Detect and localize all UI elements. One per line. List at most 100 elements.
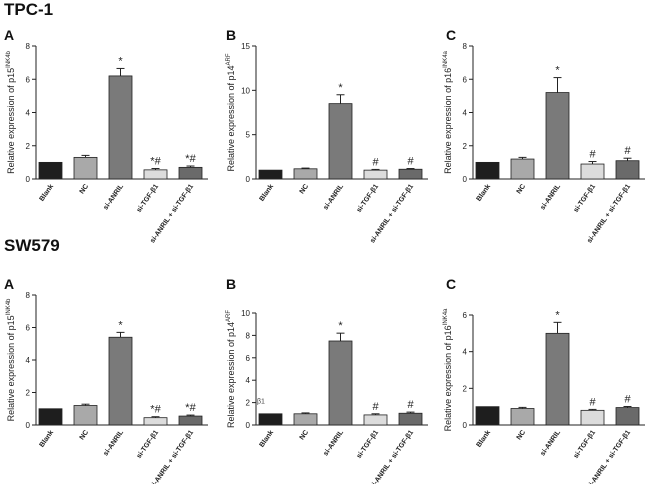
bar bbox=[475, 406, 500, 426]
category-label: Blank bbox=[38, 183, 55, 203]
y-tick-label: 6 bbox=[26, 75, 31, 84]
bar bbox=[258, 413, 283, 426]
category-label: Blank bbox=[258, 183, 275, 203]
y-tick-label: 2 bbox=[463, 384, 468, 393]
category-label: NC bbox=[516, 183, 528, 195]
bar bbox=[398, 412, 423, 426]
y-tick-label: 0 bbox=[26, 421, 31, 430]
y-tick-label: 8 bbox=[463, 42, 468, 51]
significance-label: # bbox=[407, 399, 414, 411]
panel-label: C bbox=[446, 27, 456, 43]
y-axis-label: Relative expression of p16INK4a bbox=[443, 308, 453, 431]
bar bbox=[580, 409, 605, 426]
chart-panel-0: A 0 2 4 6 8 Relative expression of p15INK4b Bla… bbox=[4, 27, 208, 245]
section-title-tpc1: TPC-1 bbox=[4, 0, 54, 19]
chart-panel-2: C 0 2 4 6 8 Relative expression of p16INK4a Bla… bbox=[443, 27, 645, 245]
bar bbox=[363, 169, 388, 180]
y-tick-label: 6 bbox=[463, 311, 468, 320]
panel-label: A bbox=[4, 27, 14, 43]
bar bbox=[615, 160, 640, 180]
category-label: si-TGF-β1 bbox=[136, 183, 161, 214]
category-label: si-TGF-β1 bbox=[573, 183, 598, 214]
bar bbox=[108, 75, 133, 180]
bar bbox=[293, 413, 318, 426]
significance-label: # bbox=[372, 156, 379, 168]
chart-panel-1: B 0 5 10 15 Relative expression of p14ARF Blan… bbox=[226, 27, 428, 245]
y-tick-label: 2 bbox=[246, 399, 251, 408]
y-tick-label: 0 bbox=[463, 421, 468, 430]
category-label: si-TGF-β1 bbox=[356, 183, 381, 214]
y-tick-label: 0 bbox=[463, 175, 468, 184]
panel-label: B bbox=[226, 27, 236, 43]
bar bbox=[293, 168, 318, 180]
y-tick-label: 4 bbox=[26, 356, 31, 365]
y-tick-label: 10 bbox=[241, 309, 250, 318]
y-axis-label-superscript: INK4a bbox=[443, 308, 449, 325]
significance-label: * bbox=[555, 309, 560, 321]
category-label: Blank bbox=[475, 183, 492, 203]
category-label: NC bbox=[299, 183, 311, 195]
y-tick-label: 4 bbox=[463, 109, 468, 118]
y-axis-label-superscript: INK4a bbox=[443, 50, 449, 67]
bar bbox=[398, 168, 423, 180]
bar bbox=[475, 161, 500, 180]
y-tick-label: 6 bbox=[463, 75, 468, 84]
category-label: NC bbox=[79, 183, 91, 195]
significance-label: # bbox=[589, 149, 596, 161]
category-label: si-ANRIL bbox=[102, 429, 125, 458]
y-axis-label-superscript: INK4b bbox=[6, 50, 12, 67]
y-tick-label: 15 bbox=[241, 42, 250, 51]
significance-label: *# bbox=[150, 156, 161, 168]
category-label: si-TGF-β1 bbox=[136, 429, 161, 460]
category-label: Blank bbox=[38, 429, 55, 449]
panel-label: B bbox=[226, 276, 236, 292]
chart-panel-4: B 0 2 4 6 8 10 Relative expression of p14ARF Bla… bbox=[226, 276, 428, 484]
significance-label: # bbox=[624, 145, 631, 157]
bar bbox=[178, 415, 203, 426]
y-tick-label: 2 bbox=[26, 389, 31, 398]
y-axis-label: Relative expression of p15INK4b bbox=[6, 298, 16, 421]
category-label: si-ANRIL bbox=[102, 183, 125, 212]
significance-label: # bbox=[372, 401, 379, 413]
y-tick-label: 8 bbox=[246, 331, 251, 340]
y-tick-label: 6 bbox=[246, 354, 251, 363]
category-label: NC bbox=[299, 429, 311, 441]
y-axis-label-superscript: INK4b bbox=[6, 298, 12, 315]
bar bbox=[73, 156, 98, 180]
category-label: NC bbox=[79, 429, 91, 441]
bar bbox=[108, 336, 133, 426]
significance-label: *# bbox=[150, 404, 161, 416]
bar bbox=[73, 405, 98, 426]
y-tick-label: 6 bbox=[26, 324, 31, 333]
y-tick-label: 8 bbox=[26, 42, 31, 51]
chart-panel-3: A 0 2 4 6 8 Relative expression of p15INK4b Bla… bbox=[4, 276, 208, 484]
y-axis-label: Relative expression of p14ARF bbox=[226, 310, 236, 428]
y-tick-label: 4 bbox=[26, 109, 31, 118]
y-axis-label-superscript: ARF bbox=[226, 53, 232, 65]
significance-label: * bbox=[338, 320, 343, 332]
significance-label: # bbox=[589, 396, 596, 408]
category-label: si-TGF-β1 bbox=[573, 429, 598, 460]
bar bbox=[328, 340, 353, 426]
bar bbox=[143, 417, 168, 426]
significance-label: * bbox=[118, 319, 123, 331]
category-label: si-ANRIL bbox=[322, 183, 345, 212]
bar bbox=[615, 407, 640, 426]
category-label: si-ANRIL bbox=[539, 183, 562, 212]
bar bbox=[258, 169, 283, 180]
y-axis-label-superscript: ARF bbox=[226, 310, 232, 322]
bar bbox=[38, 408, 63, 426]
stray-axis-text: β1 bbox=[257, 399, 265, 406]
y-tick-label: 4 bbox=[463, 348, 468, 357]
bar bbox=[545, 332, 570, 426]
bar bbox=[545, 92, 570, 180]
bar bbox=[510, 408, 535, 426]
panel-label: C bbox=[446, 276, 456, 292]
significance-label: # bbox=[407, 156, 414, 168]
significance-label: * bbox=[338, 82, 343, 94]
y-tick-label: 10 bbox=[241, 86, 250, 95]
significance-label: * bbox=[118, 55, 123, 67]
bar bbox=[580, 163, 605, 180]
bar bbox=[178, 166, 203, 180]
